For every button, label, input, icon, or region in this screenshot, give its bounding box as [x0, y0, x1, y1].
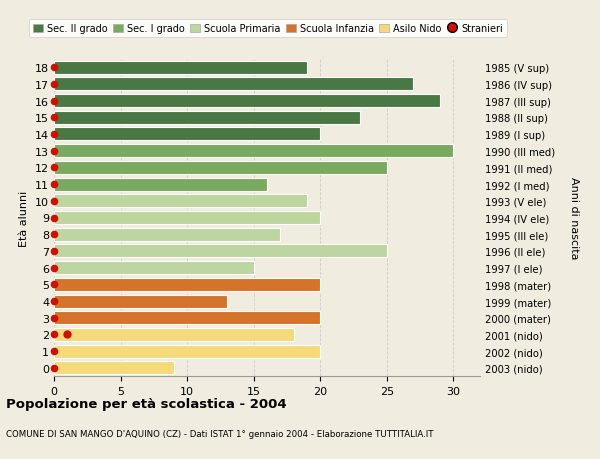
- Bar: [54, 178, 267, 191]
- Text: COMUNE DI SAN MANGO D'AQUINO (CZ) - Dati ISTAT 1° gennaio 2004 - Elaborazione TU: COMUNE DI SAN MANGO D'AQUINO (CZ) - Dati…: [6, 429, 433, 438]
- Bar: [54, 362, 174, 375]
- Bar: [54, 278, 320, 291]
- Bar: [54, 95, 440, 108]
- Y-axis label: Anni di nascita: Anni di nascita: [569, 177, 579, 259]
- Bar: [54, 245, 387, 258]
- Legend: Sec. II grado, Sec. I grado, Scuola Primaria, Scuola Infanzia, Asilo Nido, Stran: Sec. II grado, Sec. I grado, Scuola Prim…: [29, 20, 506, 38]
- Bar: [54, 312, 320, 325]
- Bar: [54, 228, 280, 241]
- Bar: [54, 162, 387, 174]
- Bar: [54, 212, 320, 224]
- Bar: [54, 112, 360, 124]
- Bar: [54, 62, 307, 74]
- Bar: [54, 145, 454, 158]
- Bar: [54, 262, 254, 274]
- Bar: [54, 328, 293, 341]
- Bar: [54, 295, 227, 308]
- Text: Popolazione per età scolastica - 2004: Popolazione per età scolastica - 2004: [6, 397, 287, 410]
- Bar: [54, 345, 320, 358]
- Bar: [54, 78, 413, 91]
- Bar: [54, 195, 307, 208]
- Bar: [54, 128, 320, 141]
- Y-axis label: Età alunni: Età alunni: [19, 190, 29, 246]
